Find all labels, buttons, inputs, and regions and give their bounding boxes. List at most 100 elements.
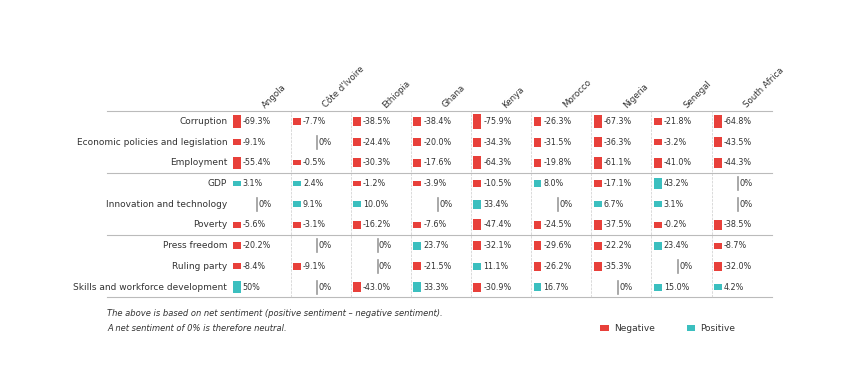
Bar: [473, 283, 481, 291]
Bar: [594, 201, 601, 207]
Bar: [233, 263, 241, 270]
Text: -32.1%: -32.1%: [484, 241, 512, 250]
Text: -38.5%: -38.5%: [363, 117, 392, 126]
Text: 23.7%: 23.7%: [423, 241, 448, 250]
Text: 0%: 0%: [619, 283, 633, 291]
Text: Negative: Negative: [614, 324, 655, 333]
Text: -8.7%: -8.7%: [724, 241, 747, 250]
Bar: [714, 243, 722, 249]
Bar: [353, 138, 361, 146]
Bar: [594, 180, 601, 187]
Bar: [654, 202, 661, 207]
Text: Kenya: Kenya: [501, 84, 527, 110]
Text: GDP: GDP: [208, 179, 227, 188]
Bar: [594, 115, 601, 128]
Bar: [594, 220, 601, 230]
Bar: [353, 117, 361, 126]
Bar: [533, 283, 541, 291]
Bar: [413, 117, 421, 126]
Bar: [413, 263, 421, 270]
Text: -8.4%: -8.4%: [243, 262, 266, 271]
Bar: [654, 158, 661, 168]
Bar: [233, 222, 241, 228]
Text: -37.5%: -37.5%: [604, 220, 632, 230]
Text: 0%: 0%: [740, 179, 753, 188]
Text: -38.5%: -38.5%: [724, 220, 752, 230]
Bar: [714, 137, 722, 147]
Text: -9.1%: -9.1%: [243, 138, 266, 147]
Bar: [413, 242, 421, 250]
Bar: [413, 138, 421, 146]
Bar: [533, 159, 541, 167]
Text: 50%: 50%: [243, 283, 260, 291]
Text: Morocco: Morocco: [561, 78, 593, 110]
Text: -64.8%: -64.8%: [724, 117, 752, 126]
Bar: [233, 242, 241, 250]
Text: -24.4%: -24.4%: [363, 138, 392, 147]
Text: 33.4%: 33.4%: [484, 200, 509, 209]
Text: -22.2%: -22.2%: [604, 241, 632, 250]
Bar: [293, 160, 301, 166]
Text: -30.3%: -30.3%: [363, 158, 391, 167]
Text: Corruption: Corruption: [179, 117, 227, 126]
Text: -3.9%: -3.9%: [423, 179, 447, 188]
Text: -16.2%: -16.2%: [363, 220, 392, 230]
Text: -32.0%: -32.0%: [724, 262, 752, 271]
Text: -30.9%: -30.9%: [484, 283, 512, 291]
Bar: [293, 222, 301, 228]
Text: -41.0%: -41.0%: [664, 158, 691, 167]
Text: South Africa: South Africa: [741, 66, 785, 110]
Text: 3.1%: 3.1%: [243, 179, 263, 188]
Bar: [293, 118, 301, 124]
Text: -43.5%: -43.5%: [724, 138, 752, 147]
Text: -21.5%: -21.5%: [423, 262, 452, 271]
Text: Positive: Positive: [701, 324, 735, 333]
Bar: [654, 118, 661, 126]
Text: -7.6%: -7.6%: [423, 220, 447, 230]
Bar: [473, 241, 481, 250]
Bar: [594, 242, 601, 250]
Bar: [714, 115, 722, 128]
Bar: [233, 281, 241, 293]
Text: Côte d'Ivoire: Côte d'Ivoire: [320, 65, 366, 110]
Bar: [293, 181, 301, 186]
Bar: [473, 156, 481, 169]
Text: -55.4%: -55.4%: [243, 158, 271, 167]
Text: -44.3%: -44.3%: [724, 158, 752, 167]
Bar: [353, 201, 361, 207]
Bar: [413, 222, 421, 228]
Text: Employment: Employment: [170, 158, 227, 167]
Text: -10.5%: -10.5%: [484, 179, 512, 188]
Bar: [233, 115, 241, 128]
Bar: [714, 284, 722, 290]
Bar: [473, 263, 481, 270]
Text: -64.3%: -64.3%: [484, 158, 511, 167]
Text: 2.4%: 2.4%: [303, 179, 323, 188]
Text: 33.3%: 33.3%: [423, 283, 448, 291]
Bar: [473, 114, 481, 129]
Text: 6.7%: 6.7%: [604, 200, 624, 209]
Bar: [473, 220, 481, 230]
Text: -36.3%: -36.3%: [604, 138, 631, 147]
Text: 0%: 0%: [559, 200, 573, 209]
Bar: [473, 137, 481, 147]
Text: -5.6%: -5.6%: [243, 220, 266, 230]
Text: -61.1%: -61.1%: [604, 158, 631, 167]
Text: -43.0%: -43.0%: [363, 283, 391, 291]
Text: Nigeria: Nigeria: [621, 81, 649, 110]
Bar: [654, 242, 661, 250]
Text: -17.1%: -17.1%: [604, 179, 632, 188]
Text: 15.0%: 15.0%: [664, 283, 689, 291]
Bar: [233, 157, 241, 169]
Text: Poverty: Poverty: [193, 220, 227, 230]
Bar: [233, 181, 241, 186]
Bar: [533, 241, 541, 250]
Bar: [714, 220, 722, 230]
Bar: [533, 117, 541, 126]
Text: -31.5%: -31.5%: [544, 138, 572, 147]
Text: 4.2%: 4.2%: [724, 283, 744, 291]
Text: -20.2%: -20.2%: [243, 241, 271, 250]
Bar: [533, 221, 541, 229]
Bar: [413, 159, 421, 167]
Bar: [714, 262, 722, 271]
